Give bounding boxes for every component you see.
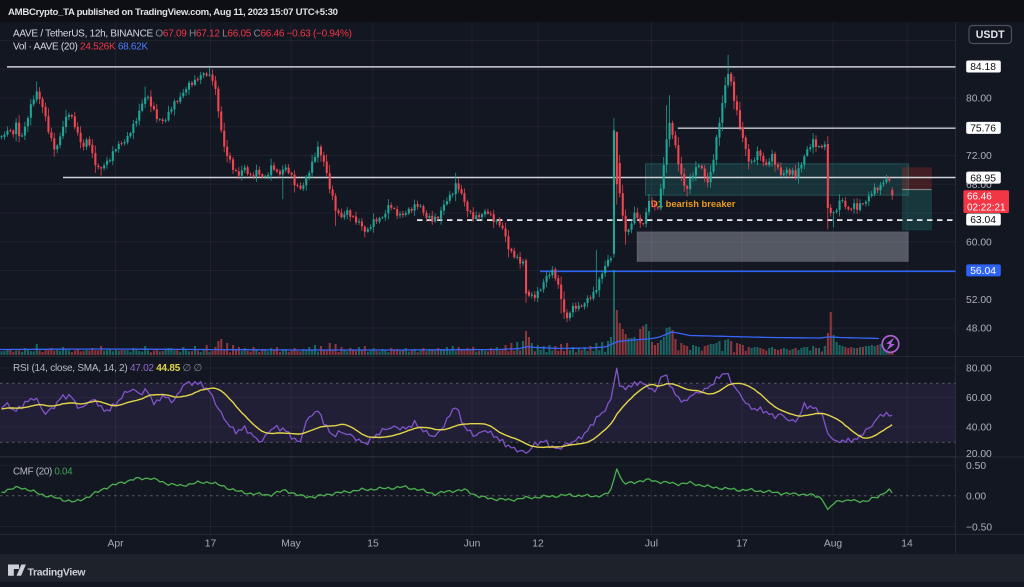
svg-text:15: 15 (367, 539, 379, 550)
svg-text:48.00: 48.00 (966, 324, 992, 335)
svg-text:D1 bearish breaker: D1 bearish breaker (651, 198, 736, 209)
svg-text:12: 12 (532, 539, 544, 550)
svg-text:17: 17 (205, 539, 217, 550)
svg-text:TradingView: TradingView (28, 568, 87, 579)
svg-text:CMF (20) 0.04: CMF (20) 0.04 (13, 467, 73, 478)
svg-text:80.00: 80.00 (966, 364, 992, 375)
svg-text:20.00: 20.00 (966, 449, 992, 460)
svg-text:68.00: 68.00 (966, 180, 992, 191)
svg-text:−0.50: −0.50 (966, 523, 992, 534)
svg-text:63.04: 63.04 (970, 215, 996, 226)
svg-text:80.00: 80.00 (966, 94, 992, 105)
svg-text:14: 14 (901, 539, 913, 550)
svg-text:Jul: Jul (645, 539, 658, 550)
svg-text:17: 17 (736, 539, 748, 550)
svg-text:02:22:21: 02:22:21 (967, 202, 1006, 213)
svg-text:AMBCrypto_TA published on Trad: AMBCrypto_TA published on TradingView.co… (8, 7, 338, 18)
svg-text:72.00: 72.00 (966, 151, 992, 162)
svg-text:0.00: 0.00 (966, 492, 986, 503)
svg-text:USDT: USDT (976, 29, 1005, 41)
svg-text:68.95: 68.95 (970, 173, 996, 184)
svg-text:AAVE / TetherUS, 12h, BINANCE: AAVE / TetherUS, 12h, BINANCE O67.09 H67… (13, 29, 352, 40)
svg-text:60.00: 60.00 (966, 393, 992, 404)
svg-text:Jun: Jun (464, 539, 481, 550)
svg-text:0.50: 0.50 (966, 461, 986, 472)
svg-text:75.76: 75.76 (970, 124, 996, 135)
svg-text:56.04: 56.04 (970, 266, 996, 277)
svg-text:Aug: Aug (824, 539, 843, 550)
svg-text:RSI (14, close, SMA, 14, 2) 47: RSI (14, close, SMA, 14, 2) 47.02 44.85 … (13, 363, 202, 374)
svg-text:84.18: 84.18 (970, 62, 996, 73)
svg-text:May: May (281, 539, 301, 550)
svg-text:52.00: 52.00 (966, 295, 992, 306)
svg-text:66.46: 66.46 (967, 191, 992, 202)
svg-text:Apr: Apr (107, 539, 124, 550)
svg-text:40.00: 40.00 (966, 423, 992, 434)
svg-text:Vol · AAVE (20) 24.526K 68.62K: Vol · AAVE (20) 24.526K 68.62K (13, 42, 148, 53)
svg-text:60.00: 60.00 (966, 237, 992, 248)
